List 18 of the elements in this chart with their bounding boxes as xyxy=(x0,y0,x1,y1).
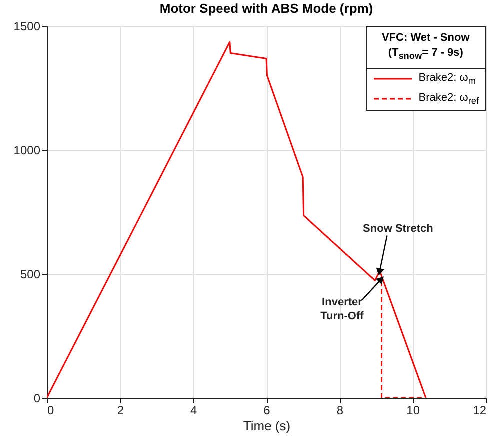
y-tick-label: 1500 xyxy=(14,20,41,34)
legend-label: Brake2: ω$_{ref}$ xyxy=(418,92,479,107)
y-tick-label: 1000 xyxy=(14,144,41,158)
chart-title: Motor Speed with ABS Mode (rpm) xyxy=(160,1,374,16)
annotation: Inverter Turn-Off xyxy=(320,296,364,323)
legend-label: Brake2: ω$_{m}$ xyxy=(418,72,476,86)
x-tick-label: 10 xyxy=(406,404,420,418)
x-tick-label: 0 xyxy=(48,404,54,418)
x-tick-label: 2 xyxy=(117,404,124,418)
x-tick-label: 8 xyxy=(336,404,344,418)
x-tick-label: 12 xyxy=(473,404,487,418)
annotation: Snow Stretch xyxy=(363,222,434,235)
y-tick-label: 0 xyxy=(34,392,41,406)
x-tick-label: 6 xyxy=(264,404,271,418)
x-tick-label: 4 xyxy=(190,404,198,418)
x-axis-title: Time (s) xyxy=(243,418,291,434)
y-tick-label: 500 xyxy=(20,268,41,282)
legend-title: VFC: Wet - Snow (T$_{snow}$= 7 - 9s) xyxy=(366,27,485,70)
